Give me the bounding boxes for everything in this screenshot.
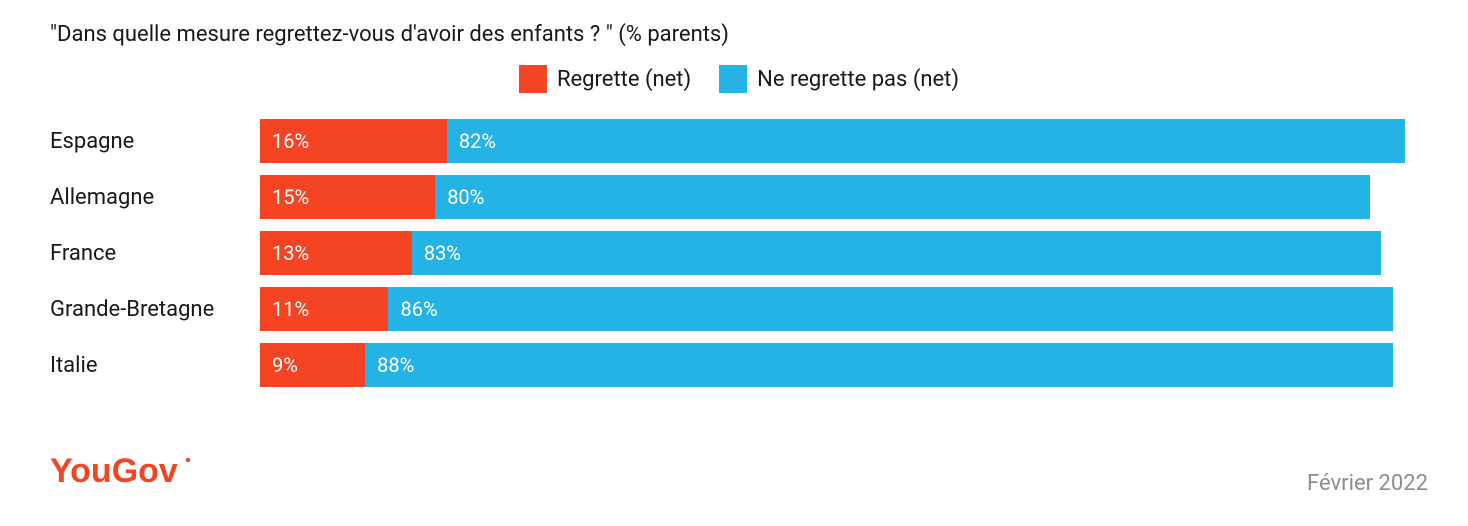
svg-text:YouGov: YouGov: [50, 452, 178, 490]
bar-segment: 83%: [412, 231, 1381, 275]
bar-row: Italie9%88%: [50, 343, 1428, 387]
bar-segment: 82%: [447, 119, 1405, 163]
bar-row: Espagne16%82%: [50, 119, 1428, 163]
bar-segment: 16%: [260, 119, 447, 163]
bar-segment: 13%: [260, 231, 412, 275]
bar-row: France13%83%: [50, 231, 1428, 275]
bar-segment: 80%: [435, 175, 1369, 219]
legend: Regrette (net) Ne regrette pas (net): [50, 65, 1428, 93]
legend-label-regret: Regrette (net): [557, 67, 691, 92]
legend-swatch-noregret: [719, 65, 747, 93]
bar-row: Allemagne15%80%: [50, 175, 1428, 219]
yougov-logo: YouGov: [50, 450, 200, 496]
bar-segment: 15%: [260, 175, 435, 219]
bar-segment: 9%: [260, 343, 365, 387]
bar-track: 15%80%: [260, 175, 1428, 219]
yougov-logo-svg: YouGov: [50, 450, 200, 492]
legend-swatch-regret: [519, 65, 547, 93]
bar-row: Grande-Bretagne11%86%: [50, 287, 1428, 331]
legend-item-regret: Regrette (net): [519, 65, 691, 93]
legend-item-noregret: Ne regrette pas (net): [719, 65, 959, 93]
chart-title: "Dans quelle mesure regrettez-vous d'avo…: [50, 22, 1428, 47]
legend-label-noregret: Ne regrette pas (net): [757, 67, 959, 92]
category-label: Allemagne: [50, 185, 260, 210]
bar-track: 16%82%: [260, 119, 1428, 163]
bar-segment: 11%: [260, 287, 388, 331]
footer-date: Février 2022: [1307, 471, 1428, 496]
category-label: Espagne: [50, 129, 260, 154]
bar-segment: 86%: [388, 287, 1392, 331]
bar-chart: Espagne16%82%Allemagne15%80%France13%83%…: [50, 119, 1428, 387]
bar-track: 13%83%: [260, 231, 1428, 275]
bar-track: 9%88%: [260, 343, 1428, 387]
category-label: Italie: [50, 353, 260, 378]
bar-segment: 88%: [365, 343, 1393, 387]
category-label: France: [50, 241, 260, 266]
category-label: Grande-Bretagne: [50, 297, 260, 322]
bar-track: 11%86%: [260, 287, 1428, 331]
footer: YouGov Février 2022: [50, 450, 1428, 496]
